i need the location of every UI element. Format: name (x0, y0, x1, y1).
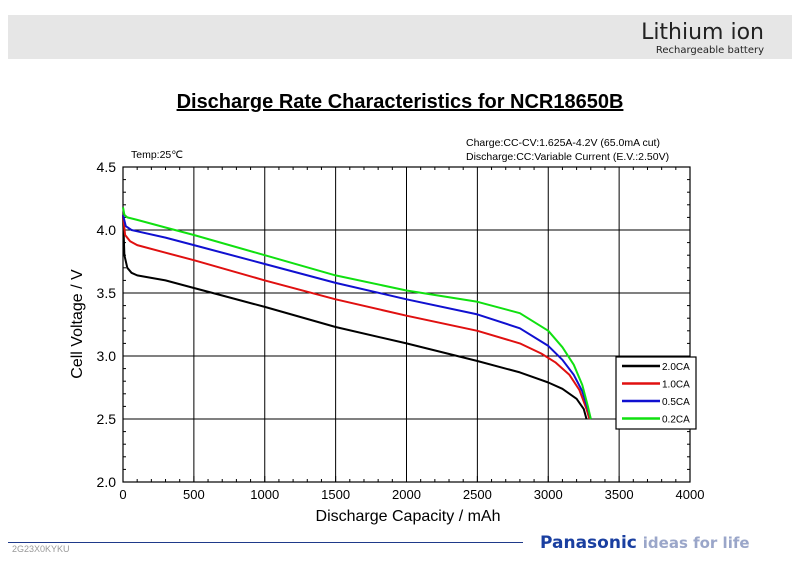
legend-label-0.5CA: 0.5CA (662, 397, 690, 408)
temperature-label: Temp:25℃ (131, 149, 183, 161)
x-tick-label-2000: 2000 (392, 487, 421, 502)
brand-name: Panasonic (540, 533, 637, 553)
y-tick-label-2.5: 2.5 (97, 411, 117, 427)
brand-logo: Panasonic ideas for life (540, 533, 750, 553)
brand-tagline: ideas for life (642, 534, 750, 552)
product-subcategory: Rechargeable battery (655, 45, 764, 56)
x-tick-label-4000: 4000 (676, 487, 705, 502)
x-tick-label-3000: 3000 (534, 487, 563, 502)
series-line-0.2CA (122, 207, 592, 420)
legend-box (615, 356, 697, 430)
x-tick-label-2500: 2500 (463, 487, 492, 502)
legend-label-0.2CA: 0.2CA (662, 415, 690, 426)
footer-divider (8, 542, 523, 543)
legend-label-2.0CA: 2.0CA (662, 362, 690, 373)
y-tick-label-3.5: 3.5 (97, 285, 117, 301)
discharge-condition-label: Discharge:CC:Variable Current (E.V.:2.50… (466, 151, 669, 163)
product-category: Lithium ion (641, 20, 764, 45)
x-tick-label-3500: 3500 (605, 487, 634, 502)
header-band (8, 15, 792, 59)
chart-grid (123, 167, 690, 482)
x-tick-label-1500: 1500 (321, 487, 350, 502)
series-line-0.5CA (122, 214, 592, 420)
chart-legend: 2.0CA 1.0CA 0.5CA 0.2CA (615, 356, 697, 430)
x-tick-label-500: 500 (183, 487, 205, 502)
y-tick-label-4.0: 4.0 (97, 222, 117, 238)
y-tick-label-4.5: 4.5 (97, 159, 117, 175)
series-lines (122, 207, 592, 420)
page-title: Discharge Rate Characteristics for NCR18… (0, 91, 800, 114)
axis-ticks: 0 500 1000 1500 2000 2500 3000 3500 4000 2.0 2.5 3.… (97, 159, 705, 502)
y-tick-label-3.0: 3.0 (97, 348, 117, 364)
series-line-2.0CA (122, 214, 588, 420)
x-tick-label-1000: 1000 (250, 487, 279, 502)
x-axis-label: Discharge Capacity / mAh (316, 508, 501, 525)
legend-label-1.0CA: 1.0CA (662, 380, 690, 391)
series-line-1.0CA (122, 214, 591, 420)
chart-title: Discharge Rate Characteristics for NCR18… (176, 91, 624, 113)
y-tick-label-2.0: 2.0 (97, 474, 117, 490)
y-axis-label: Cell Voltage / V (69, 269, 86, 379)
x-tick-label-0: 0 (119, 487, 126, 502)
charge-condition-label: Charge:CC-CV:1.625A-4.2V (65.0mA cut) (466, 137, 660, 149)
document-code: 2G23X0KYKU (12, 544, 70, 554)
